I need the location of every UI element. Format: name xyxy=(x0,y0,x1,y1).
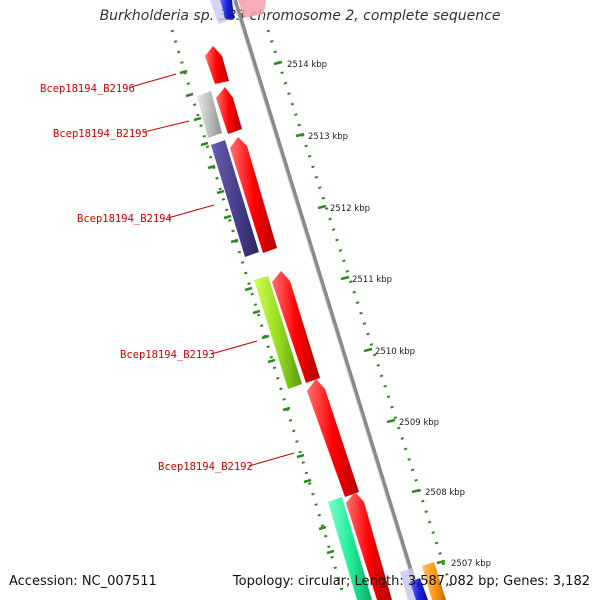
kbp-label-2513: 2513 kbp xyxy=(308,132,348,142)
inner-tick xyxy=(200,141,209,147)
inner-tick xyxy=(230,238,239,244)
gene-bottom-teal xyxy=(328,497,372,600)
kbp-label-2514: 2514 kbp xyxy=(287,60,327,70)
inner-tick xyxy=(282,406,291,412)
topology-text: Topology: circular; Length: 3,587,082 bp… xyxy=(232,574,590,589)
gene-b2193 xyxy=(254,276,302,389)
tick-2507 xyxy=(436,559,446,565)
inner-tick xyxy=(244,286,253,292)
inner-tick xyxy=(303,478,312,484)
accession-text: Accession: NC_007511 xyxy=(9,574,157,589)
kbp-label-2508: 2508 kbp xyxy=(425,488,465,498)
gene-label-b2194: Bcep18194_B2194 xyxy=(77,213,172,225)
map-title: Burkholderia sp. 383 chromosome 2, compl… xyxy=(99,8,501,24)
tick-2511 xyxy=(340,275,350,281)
inner-ring-ticks xyxy=(179,69,335,555)
gene-b2194-partner xyxy=(230,137,277,253)
kbp-label-2510: 2510 kbp xyxy=(375,347,415,357)
gene-bottom-red xyxy=(346,492,392,600)
backbone-highlight xyxy=(232,0,419,600)
tick-2510 xyxy=(363,347,373,353)
backbone-line xyxy=(233,0,422,600)
gene-bottom-blue xyxy=(410,578,428,600)
gene-top-pink xyxy=(238,0,266,18)
kbp-label-2509: 2509 kbp xyxy=(399,418,439,428)
inner-tick xyxy=(326,549,335,555)
inner-tick xyxy=(252,309,261,315)
inner-tick xyxy=(296,453,305,459)
inner-tick xyxy=(267,358,276,364)
kbp-label-2507: 2507 kbp xyxy=(451,559,491,569)
gene-top-lavender xyxy=(210,0,226,24)
tick-2509 xyxy=(386,418,396,424)
gene-label-b2196: Bcep18194_B2196 xyxy=(40,83,135,95)
gene-b2195-partner xyxy=(197,91,222,138)
gene-label-b2193: Bcep18194_B2193 xyxy=(120,349,215,361)
tick-2514 xyxy=(273,60,283,66)
gene-b2192 xyxy=(307,379,359,497)
scale-ticks xyxy=(273,60,446,565)
gene-b2194 xyxy=(211,140,259,257)
tick-2512 xyxy=(317,204,327,210)
leader-b2192 xyxy=(248,452,295,467)
gene-b2196 xyxy=(205,46,229,84)
kbp-label-2511: 2511 kbp xyxy=(352,275,392,285)
leader-b2194 xyxy=(167,204,215,219)
inner-tick xyxy=(216,189,225,195)
leader-b2195 xyxy=(143,120,190,133)
gene-label-b2195: Bcep18194_B2195 xyxy=(53,128,148,140)
gene-b2195 xyxy=(216,87,242,134)
gene-bottom-orange xyxy=(422,562,446,600)
tick-2508 xyxy=(411,488,421,494)
inner-tick xyxy=(185,92,194,98)
leader-b2196 xyxy=(130,73,177,88)
inner-tick xyxy=(207,164,216,170)
inner-tick xyxy=(261,334,270,340)
inner-tick xyxy=(193,116,202,122)
tick-2513 xyxy=(295,132,305,138)
inner-tick xyxy=(179,69,188,75)
gene-label-b2192: Bcep18194_B2192 xyxy=(158,461,253,473)
inner-tick xyxy=(223,214,232,220)
inner-tick xyxy=(318,525,327,531)
gene-b2193-partner xyxy=(272,271,320,383)
gene-top-blue xyxy=(220,0,234,20)
kbp-label-2512: 2512 kbp xyxy=(330,204,370,214)
label-leaders xyxy=(130,73,295,467)
leader-b2193 xyxy=(210,340,258,355)
inner-dotted-ring xyxy=(170,29,344,591)
